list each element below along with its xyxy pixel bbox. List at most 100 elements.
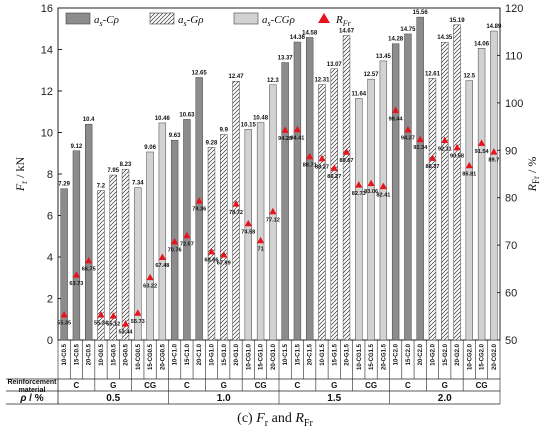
- bar-value-label: 14.58: [302, 30, 318, 36]
- caption-mid: and: [268, 411, 296, 426]
- bar-value-label: 14.36: [290, 35, 306, 41]
- bar-value-label: 15.56: [413, 10, 429, 16]
- rho-label: 1.5: [327, 393, 341, 404]
- bar-value-label: 7.34: [132, 181, 144, 187]
- left-tick-label: 14: [41, 45, 53, 57]
- bar: [244, 129, 252, 341]
- ratio-point: [121, 320, 130, 327]
- ratio-point: [183, 231, 191, 239]
- caption-r-sub: Fr: [303, 417, 313, 429]
- material-label: CG: [476, 381, 488, 390]
- bar-value-label: 14.89: [486, 24, 502, 30]
- ratio-value-label: 94.28: [278, 136, 292, 142]
- left-tick-label: 16: [41, 3, 53, 15]
- ratio-point: [195, 197, 203, 204]
- ratio-value-label: 55.12: [106, 322, 120, 328]
- category-label: 10-CG1.5: [357, 343, 363, 370]
- category-label: 20-C1.5: [308, 343, 314, 365]
- material-label: C: [74, 381, 80, 390]
- bar-value-label: 13.37: [278, 56, 294, 62]
- bar: [207, 147, 216, 341]
- bar: [121, 168, 130, 341]
- bar: [183, 119, 191, 341]
- bar: [109, 174, 117, 341]
- ratio-value-label: 88.71: [303, 162, 317, 168]
- bar: [158, 122, 167, 341]
- left-tick-label: 4: [47, 252, 53, 264]
- ratio-point: [256, 236, 265, 244]
- bar-value-label: 15.19: [450, 18, 466, 24]
- category-label: 15-CG0.5: [148, 343, 154, 370]
- bar-value-label: 10.4: [83, 117, 95, 123]
- ratio-point: [318, 154, 326, 162]
- bar: [134, 187, 142, 341]
- bar-value-label: 12.31: [314, 78, 330, 84]
- legend-label: as-CGρ: [262, 14, 295, 28]
- bar: [391, 43, 400, 341]
- category-label: 20-G1.5: [345, 343, 351, 365]
- rho-label: 0.5: [106, 393, 120, 404]
- bar: [293, 41, 302, 341]
- ratio-point: [146, 273, 154, 281]
- bar: [428, 78, 437, 341]
- ratio-point: [97, 311, 105, 318]
- bar-value-label: 9.12: [71, 144, 83, 150]
- ratio-point: [293, 125, 302, 133]
- ratio-point: [404, 125, 412, 133]
- ratio-value-label: 77.12: [266, 217, 280, 223]
- legend-label: as-Gρ: [178, 14, 204, 28]
- bar-value-label: 10.63: [179, 112, 195, 118]
- material-label: G: [442, 381, 448, 390]
- ratio-value-label: 55.73: [131, 319, 145, 325]
- category-label: 15-CG1.5: [369, 343, 375, 370]
- bar-value-label: 7.95: [107, 168, 119, 174]
- bar: [465, 80, 473, 341]
- ratio-value-label: 82.41: [376, 192, 390, 198]
- caption-prefix: (c): [237, 411, 257, 426]
- legend-swatch: [149, 12, 175, 25]
- category-label: 10-G1.5: [320, 343, 326, 365]
- bar-value-label: 13.07: [327, 62, 343, 68]
- category-label: 15-G0.5: [111, 343, 117, 365]
- bar-value-label: 12.3: [267, 78, 279, 84]
- ratio-value-label: 55.35: [57, 321, 71, 327]
- ratio-point: [72, 271, 81, 278]
- bar-value-label: 12.5: [463, 74, 475, 80]
- bar: [367, 78, 375, 341]
- bar: [85, 123, 93, 341]
- bar: [490, 30, 498, 341]
- right-axis-title: RFr / %: [525, 157, 541, 193]
- bar-value-label: 9.63: [169, 133, 181, 139]
- bar: [60, 188, 68, 341]
- bar: [416, 16, 424, 341]
- ratio-value-label: 68.66: [204, 257, 218, 263]
- ratio-point: [171, 237, 179, 245]
- category-label: 10-C0.5: [62, 343, 68, 365]
- ratio-value-label: 92.11: [438, 146, 452, 152]
- ratio-value-label: 67.48: [155, 263, 169, 269]
- ratio-point: [207, 247, 216, 255]
- ratio-point: [60, 311, 68, 318]
- ratio-value-label: 89.67: [340, 158, 354, 164]
- ratio-point: [134, 309, 142, 316]
- ratio-value-label: 71: [257, 246, 263, 252]
- ratio-value-label: 88.27: [315, 164, 329, 170]
- ratio-point: [367, 179, 375, 187]
- ratio-value-label: 94.37: [401, 136, 415, 142]
- ratio-value-label: 94.41: [290, 135, 304, 141]
- legend-swatch: [65, 12, 91, 25]
- legend-swatch: [233, 12, 259, 25]
- ratio-point: [392, 106, 400, 114]
- bar: [342, 35, 351, 341]
- ratio-point: [477, 139, 486, 146]
- right-tick-label: 110: [505, 50, 523, 62]
- bar-value-label: 12.57: [364, 72, 380, 78]
- caption-r: R: [295, 411, 304, 426]
- bar: [256, 122, 265, 341]
- bar: [97, 190, 105, 341]
- ratio-point: [441, 136, 449, 144]
- category-label: 20-CG1.0: [271, 343, 277, 370]
- category-label: 10-G2.0: [430, 343, 436, 365]
- ratio-value-label: 78.72: [229, 210, 243, 216]
